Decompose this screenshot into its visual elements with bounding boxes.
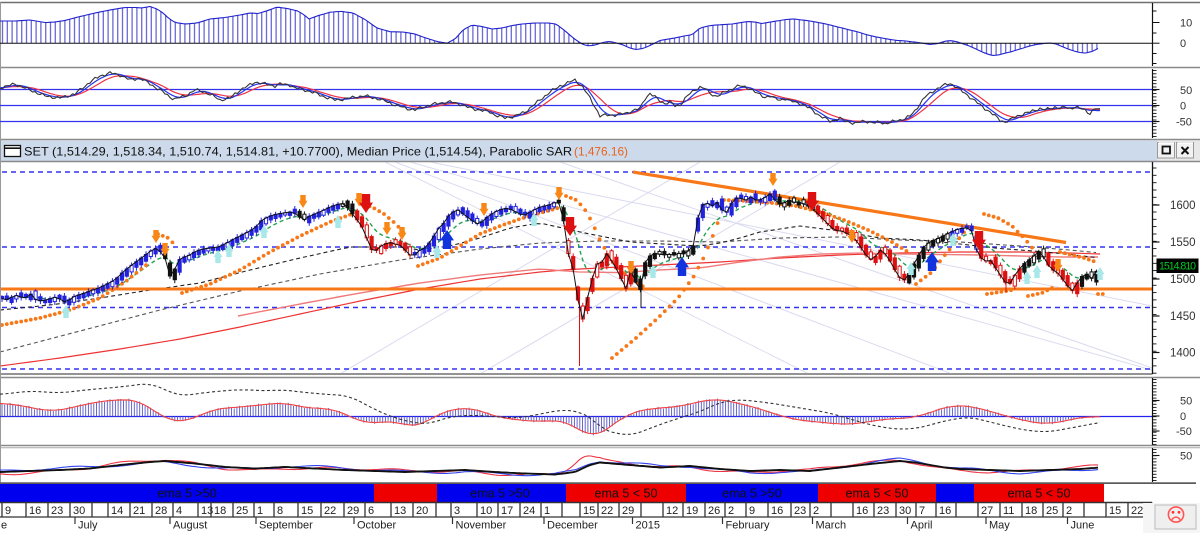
- svg-text:50: 50: [1180, 451, 1192, 463]
- svg-text:26: 26: [708, 505, 720, 517]
- svg-text:SET (1,514.29, 1,518.34, 1,510: SET (1,514.29, 1,518.34, 1,510.74, 1,514…: [24, 145, 572, 159]
- svg-text:15: 15: [301, 505, 313, 517]
- svg-text:ema 5 < 50: ema 5 < 50: [846, 487, 909, 501]
- svg-text:17: 17: [501, 505, 513, 517]
- svg-text:29: 29: [347, 505, 359, 517]
- svg-text:18: 18: [214, 505, 226, 517]
- svg-text:18: 18: [1025, 505, 1037, 517]
- svg-text:14: 14: [111, 505, 123, 517]
- svg-text:20: 20: [416, 505, 428, 517]
- svg-text:23: 23: [794, 505, 806, 517]
- svg-text:9: 9: [5, 505, 11, 517]
- svg-text:16: 16: [939, 505, 951, 517]
- svg-text:1514.810: 1514.810: [1159, 261, 1196, 273]
- svg-text:March: March: [816, 520, 847, 532]
- svg-text:May: May: [989, 520, 1010, 532]
- svg-text:1550: 1550: [1170, 237, 1196, 249]
- svg-text:3: 3: [454, 505, 460, 517]
- svg-text:15: 15: [583, 505, 595, 517]
- svg-text:ema 5 >50: ema 5 >50: [722, 487, 781, 501]
- svg-text:11: 11: [1003, 505, 1014, 517]
- svg-text:27: 27: [981, 505, 993, 517]
- svg-text:16: 16: [29, 505, 41, 517]
- svg-text:13: 13: [201, 505, 213, 517]
- svg-text:ema 5 >50: ema 5 >50: [157, 487, 216, 501]
- svg-text:-50: -50: [1176, 426, 1192, 438]
- svg-text:February: February: [726, 520, 771, 532]
- svg-text:ema 5 >50: ema 5 >50: [470, 487, 529, 501]
- svg-text:November: November: [456, 520, 507, 532]
- svg-text:12: 12: [666, 505, 678, 517]
- svg-text:(1,476.16): (1,476.16): [574, 145, 628, 159]
- svg-text:0: 0: [1180, 411, 1186, 423]
- svg-text:0: 0: [1180, 101, 1186, 113]
- svg-text:e: e: [1, 520, 7, 532]
- svg-text:22: 22: [1131, 505, 1143, 517]
- svg-text:2015: 2015: [636, 520, 660, 532]
- svg-text:4: 4: [176, 505, 182, 517]
- svg-text:21: 21: [133, 505, 145, 517]
- svg-text:25: 25: [1046, 505, 1058, 517]
- svg-text:23: 23: [51, 505, 63, 517]
- svg-text:April: April: [911, 520, 933, 532]
- svg-text:29: 29: [622, 505, 634, 517]
- svg-text:August: August: [173, 520, 207, 532]
- svg-text:1: 1: [257, 505, 263, 517]
- svg-text:2: 2: [728, 505, 734, 517]
- svg-text:8: 8: [277, 505, 283, 517]
- svg-text:22: 22: [601, 505, 613, 517]
- svg-text:9: 9: [749, 505, 755, 517]
- svg-text:10: 10: [480, 505, 492, 517]
- svg-text:10: 10: [1180, 18, 1192, 30]
- svg-text:22: 22: [324, 505, 336, 517]
- svg-text:16: 16: [856, 505, 868, 517]
- svg-text:1450: 1450: [1170, 311, 1196, 323]
- svg-text:7: 7: [919, 505, 925, 517]
- svg-text:15: 15: [1109, 505, 1121, 517]
- svg-text:1500: 1500: [1170, 274, 1196, 286]
- svg-text:24: 24: [523, 505, 535, 517]
- svg-text:23: 23: [877, 505, 889, 517]
- svg-text:50: 50: [1180, 85, 1192, 97]
- svg-text:July: July: [78, 520, 98, 532]
- svg-text:ema 5 < 50: ema 5 < 50: [1008, 487, 1071, 501]
- svg-text:30: 30: [73, 505, 85, 517]
- svg-text:6: 6: [368, 505, 374, 517]
- svg-text:June: June: [1071, 520, 1095, 532]
- svg-text:2: 2: [1066, 505, 1072, 517]
- svg-text:1: 1: [544, 505, 550, 517]
- svg-text:19: 19: [686, 505, 698, 517]
- svg-text:25: 25: [236, 505, 248, 517]
- svg-text:2: 2: [813, 505, 819, 517]
- svg-text:30: 30: [899, 505, 911, 517]
- svg-text:1600: 1600: [1170, 200, 1196, 212]
- svg-text:28: 28: [155, 505, 167, 517]
- svg-text:13: 13: [394, 505, 406, 517]
- svg-text:October: October: [357, 520, 396, 532]
- svg-text:16: 16: [771, 505, 783, 517]
- svg-text:December: December: [547, 520, 598, 532]
- svg-text:September: September: [259, 520, 313, 532]
- svg-text:0: 0: [1180, 38, 1186, 50]
- svg-text:-50: -50: [1176, 117, 1192, 129]
- svg-text:50: 50: [1180, 396, 1192, 408]
- svg-text:ema 5 < 50: ema 5 < 50: [595, 487, 658, 501]
- svg-text:1400: 1400: [1170, 348, 1196, 360]
